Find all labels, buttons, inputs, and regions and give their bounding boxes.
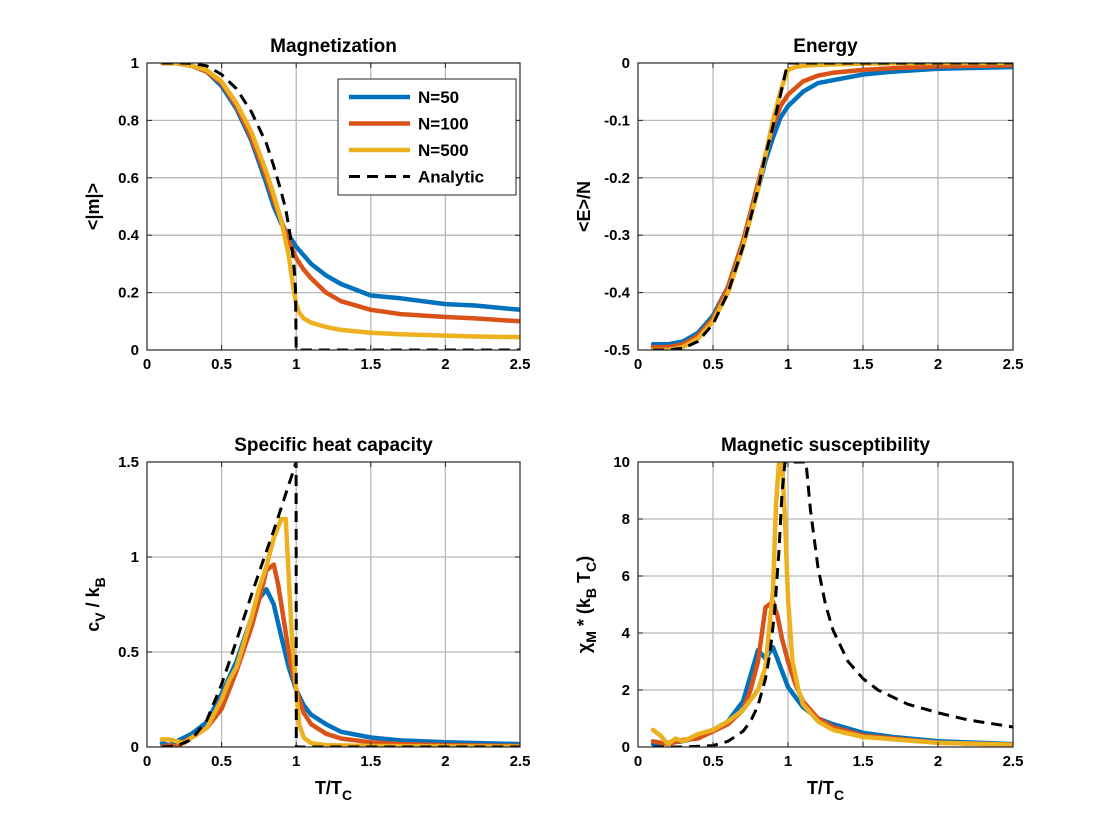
- y-axis-label: χM * (kB TC): [574, 556, 599, 653]
- y-tick-label: -0.1: [604, 112, 630, 129]
- legend-label: N=500: [418, 141, 469, 160]
- y-tick-label: 0.4: [118, 227, 140, 244]
- y-tick-label: 8: [622, 511, 630, 528]
- y-tick-label: 4: [622, 625, 631, 642]
- x-tick-label: 2: [441, 356, 449, 373]
- x-tick-label: 1.5: [853, 356, 874, 373]
- x-tick-label: 0: [634, 753, 642, 770]
- y-tick-label: 1.5: [118, 454, 139, 471]
- y-tick-label: 0: [622, 739, 630, 756]
- x-tick-label: 1: [292, 356, 300, 373]
- y-axis-label: cV / kB: [83, 577, 108, 632]
- x-tick-label: 2.5: [510, 356, 531, 373]
- series-line-analytic: [161, 462, 520, 747]
- legend-label: N=100: [418, 115, 469, 134]
- plot-area: [638, 63, 1013, 350]
- x-tick-label: 1.5: [853, 753, 874, 770]
- subplots: 0 0.5 1 1.5 2 2.5 0 0.2 0.4 0.6 0.8 1 Magnetization <…: [83, 36, 1023, 803]
- x-axis-label: T/TC: [315, 778, 352, 803]
- subplot-2: 0 0.5 1 1.5 2 2.5 -0.5 -0.4 -0.3 -0.2 -0.1 0 Energy <…: [574, 36, 1023, 373]
- series-line-n-50: [159, 587, 520, 747]
- y-axis-label: <E>/N: [574, 181, 594, 232]
- series-group: [159, 462, 520, 747]
- series-group: [159, 63, 520, 350]
- x-tick-label: 0.5: [211, 753, 232, 770]
- x-tick-label: 1: [292, 753, 300, 770]
- x-tick-label: 1: [784, 356, 792, 373]
- y-tick-label: 0.8: [118, 112, 139, 129]
- y-tick-label: 2: [622, 682, 630, 699]
- y-tick-label: 1: [131, 549, 139, 566]
- series-line-analytic: [653, 63, 1013, 350]
- y-tick-label: 0: [131, 342, 139, 359]
- chart-title: Energy: [793, 36, 858, 57]
- series-line-n-500: [650, 63, 1013, 350]
- axes-box: [146, 461, 521, 748]
- plot-area: [638, 462, 1013, 747]
- y-tick-label: 0.6: [118, 170, 139, 187]
- series-line-n-500: [159, 516, 520, 747]
- x-tick-label: 0: [143, 356, 151, 373]
- x-tick-label: 2.5: [1003, 356, 1024, 373]
- subplot-3: 0 0.5 1 1.5 2 2.5 0 0.5 1 1.5 Specific heat capaci…: [83, 435, 530, 803]
- series-line-analytic: [653, 462, 1013, 747]
- x-tick-label: 1.5: [360, 753, 381, 770]
- subplot-1: 0 0.5 1 1.5 2 2.5 0 0.2 0.4 0.6 0.8 1 Magnetization <…: [83, 36, 530, 373]
- legend-label: N=50: [418, 88, 459, 107]
- x-tick-label: 0.5: [211, 356, 232, 373]
- y-tick-label: -0.4: [604, 285, 631, 302]
- y-tick-label: -0.2: [604, 170, 630, 187]
- x-tick-label: 2: [441, 753, 449, 770]
- subplot-4: 0 0.5 1 1.5 2 2.5 0 2 4 6 8 10 Magnetic susceptibili…: [574, 435, 1023, 803]
- legend: N=50 N=100 N=500 Analytic: [337, 78, 517, 196]
- series-line-n-500: [159, 63, 520, 340]
- legend-label: Analytic: [418, 168, 484, 187]
- y-tick-label: 6: [622, 568, 630, 585]
- y-tick-label: 1: [131, 55, 139, 72]
- x-tick-label: 1: [784, 753, 792, 770]
- x-tick-label: 0.5: [703, 753, 724, 770]
- series-line-analytic: [161, 63, 520, 350]
- y-tick-label: -0.3: [604, 227, 630, 244]
- axes-box: [637, 461, 1014, 748]
- y-tick-label: 0.5: [118, 644, 139, 661]
- series-line-n-500: [650, 462, 1013, 747]
- chart-title: Magnetic susceptibility: [721, 435, 930, 456]
- y-axis-label: <|m|>: [83, 183, 103, 230]
- chart-title: Specific heat capacity: [234, 435, 433, 456]
- y-tick-label: -0.5: [604, 342, 630, 359]
- x-tick-label: 2: [934, 356, 942, 373]
- x-tick-label: 2: [934, 753, 942, 770]
- series-group: [650, 462, 1013, 747]
- y-tick-label: 0.2: [118, 285, 139, 302]
- y-tick-label: 0: [131, 739, 139, 756]
- x-tick-label: 0: [634, 356, 642, 373]
- x-tick-label: 1.5: [360, 356, 381, 373]
- y-tick-label: 10: [613, 454, 630, 471]
- series-group: [650, 63, 1013, 350]
- axes-box: [637, 62, 1014, 351]
- axes-box: [146, 62, 521, 351]
- x-tick-label: 2.5: [1003, 753, 1024, 770]
- x-axis-label: T/TC: [807, 778, 844, 803]
- y-tick-label: 0: [622, 55, 630, 72]
- x-tick-label: 0: [143, 753, 151, 770]
- plot-area: [147, 462, 520, 747]
- chart-title: Magnetization: [270, 36, 397, 57]
- x-tick-label: 0.5: [703, 356, 724, 373]
- x-tick-label: 2.5: [510, 753, 531, 770]
